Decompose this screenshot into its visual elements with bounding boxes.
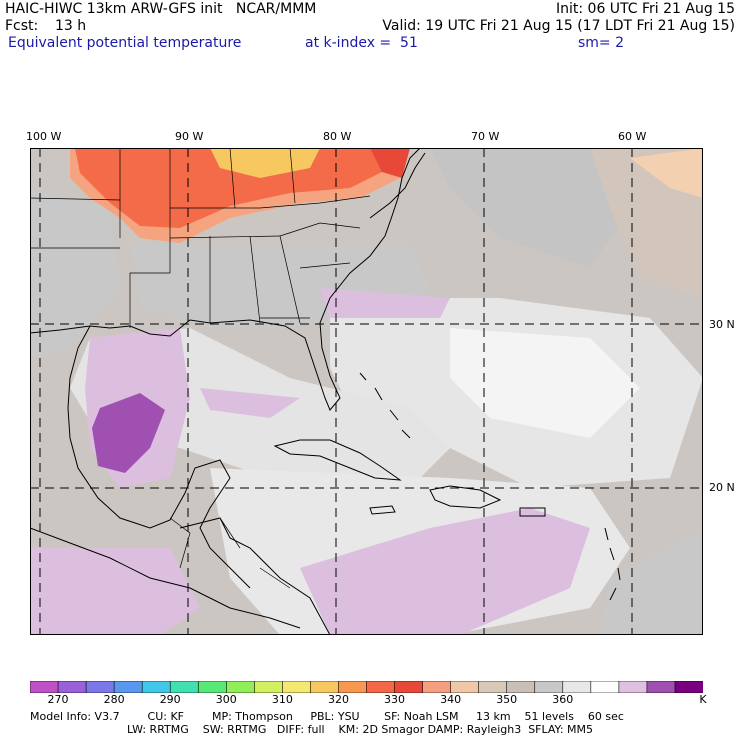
lilac-region-eastern-gulf bbox=[200, 388, 300, 418]
colorbar-tick-label: 340 bbox=[440, 693, 462, 706]
colorbar-tick-label: 270 bbox=[47, 693, 69, 706]
colorbar-swatch bbox=[338, 681, 368, 693]
colorbar-swatch bbox=[422, 681, 452, 693]
colorbar-swatch bbox=[169, 681, 200, 693]
lat-lon-grid bbox=[30, 148, 703, 635]
colorbar-swatch bbox=[450, 681, 480, 693]
colorbar-swatch bbox=[282, 681, 312, 693]
smoothing-label: sm= 2 bbox=[578, 35, 625, 51]
colorbar-swatch bbox=[674, 681, 703, 693]
colorbar-swatch bbox=[254, 681, 284, 693]
colorbar-tick-label: 360 bbox=[552, 693, 574, 706]
state-borders bbox=[30, 148, 371, 589]
colorbar-swatch bbox=[225, 681, 256, 693]
field-name: Equivalent potential temperature bbox=[8, 35, 242, 51]
colorbar-swatch bbox=[85, 681, 115, 693]
lilac-region-caribbean bbox=[300, 508, 590, 635]
colorbar-swatch bbox=[506, 681, 536, 693]
lon-label-60w: 60 W bbox=[618, 130, 647, 143]
colorbar-swatch bbox=[478, 681, 508, 693]
colorbar-swatch bbox=[366, 681, 396, 693]
grey-region-southeast bbox=[600, 528, 703, 635]
valid-time: Valid: 19 UTC Fri 21 Aug 15 (17 LDT Fri … bbox=[382, 18, 735, 34]
lilac-region-atlantic bbox=[320, 288, 450, 318]
colorbar-tick-label: 350 bbox=[496, 693, 518, 706]
purple-core-western-gulf bbox=[92, 393, 165, 473]
colorbar-swatch bbox=[141, 681, 172, 693]
colorbar-swatch bbox=[562, 681, 592, 693]
colorbar-unit-label: K bbox=[699, 693, 707, 706]
lon-label-100w: 100 W bbox=[26, 130, 62, 143]
map-frame bbox=[30, 148, 703, 635]
init-time: Init: 06 UTC Fri 21 Aug 15 bbox=[555, 1, 735, 17]
colorbar-swatch bbox=[394, 681, 424, 693]
colorbar-swatch bbox=[618, 681, 648, 693]
grey-region-west bbox=[30, 188, 120, 358]
colorbar bbox=[30, 681, 703, 693]
coastlines bbox=[30, 148, 621, 635]
colorbar-tick-label: 310 bbox=[271, 693, 293, 706]
colorbar-swatch bbox=[113, 681, 143, 693]
colorbar-swatch bbox=[534, 681, 564, 693]
lat-label-30n: 30 N bbox=[709, 318, 735, 331]
warm-band-core bbox=[75, 148, 400, 228]
model-info-line1: Model Info: V3.7 CU: KF MP: Thompson PBL… bbox=[30, 710, 624, 723]
colorbar-tick-label: 290 bbox=[159, 693, 181, 706]
warm-band-yellow bbox=[210, 148, 320, 178]
colorbar-swatch bbox=[197, 681, 228, 693]
white-zone-swirl bbox=[450, 328, 640, 438]
lat-label-20n: 20 N bbox=[709, 481, 735, 494]
warm-band-dark bbox=[370, 148, 410, 178]
colorbar-tick-label: 280 bbox=[103, 693, 125, 706]
equivalent-potential-temperature-map bbox=[30, 148, 703, 635]
colorbar-tick-label: 300 bbox=[215, 693, 237, 706]
colorbar-swatch bbox=[57, 681, 87, 693]
lon-label-70w: 70 W bbox=[471, 130, 500, 143]
colorbar-swatch bbox=[310, 681, 340, 693]
lon-label-90w: 90 W bbox=[175, 130, 204, 143]
colorbar-tick-label: 330 bbox=[384, 693, 405, 706]
model-info-line2: LW: RRTMG SW: RRTMG DIFF: full KM: 2D Sm… bbox=[127, 723, 593, 736]
colorbar-tick-label: 320 bbox=[328, 693, 349, 706]
colorbar-swatch bbox=[30, 681, 59, 693]
colorbar-swatch bbox=[590, 681, 620, 693]
model-title: HAIC-HIWC 13km ARW-GFS init NCAR/MMM bbox=[5, 1, 317, 17]
lilac-region-pacific bbox=[30, 548, 200, 635]
colorbar-swatch bbox=[646, 681, 676, 693]
grey-region-atlantic bbox=[430, 148, 630, 268]
light-orange-region bbox=[630, 148, 703, 198]
forecast-hour: 13 h bbox=[55, 18, 87, 34]
k-index-label: at k-index = 51 bbox=[305, 35, 418, 51]
lon-label-80w: 80 W bbox=[323, 130, 352, 143]
forecast-label: Fcst: bbox=[5, 18, 39, 34]
